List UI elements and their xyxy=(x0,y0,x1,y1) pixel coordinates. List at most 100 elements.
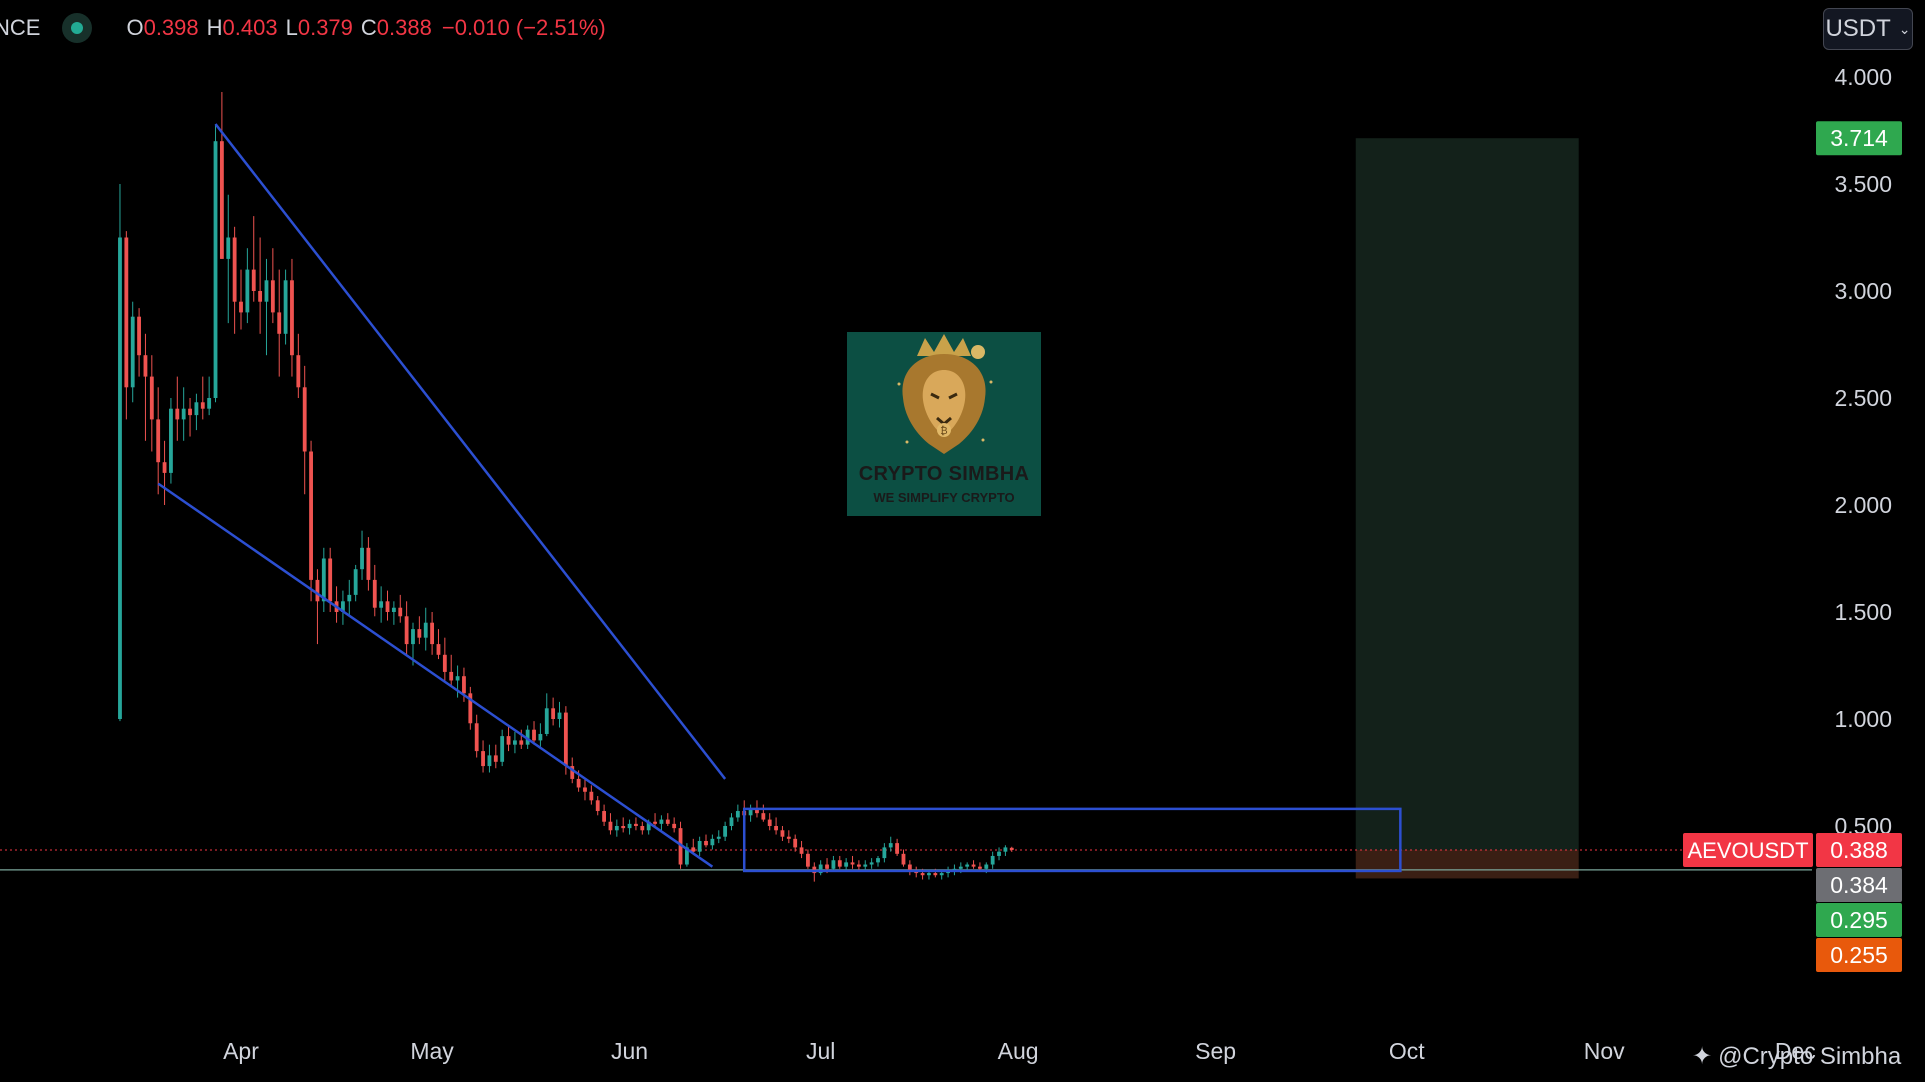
symbol-tag xyxy=(1683,832,1813,867)
candle-body xyxy=(341,601,345,612)
price-tag-label: 0.384 xyxy=(1830,872,1888,898)
close-label: C xyxy=(360,15,377,40)
candle-body xyxy=(984,864,989,869)
high-label: H xyxy=(206,15,223,40)
candle-body xyxy=(474,723,479,752)
candle-body xyxy=(309,451,313,580)
candle-body xyxy=(831,860,836,869)
candle-body xyxy=(232,237,237,302)
candle-body xyxy=(710,838,715,846)
candle-body xyxy=(729,817,734,826)
candle-body xyxy=(213,141,218,398)
candle-body xyxy=(901,853,906,865)
candle-body xyxy=(774,826,778,831)
candle-body xyxy=(621,826,626,829)
logo-subtitle: WE SIMPLIFY CRYPTO xyxy=(873,490,1015,505)
x-tick-label: Dec xyxy=(1775,1038,1816,1064)
candle-body xyxy=(627,823,632,829)
market-status-icon[interactable] xyxy=(62,13,93,43)
stop-zone xyxy=(1355,849,1579,879)
target-zone xyxy=(1355,138,1579,850)
candle-body xyxy=(563,712,568,767)
candle-body xyxy=(200,402,205,409)
candle-body xyxy=(755,808,759,814)
candle-body xyxy=(1003,847,1008,852)
candle-body xyxy=(487,755,492,767)
candle-body xyxy=(449,671,454,681)
candle-body xyxy=(735,811,740,818)
ohlc-legend: NCE O 0.398 H 0.403 L 0.379 C 0.388 −0.010 (… xyxy=(0,10,606,46)
x-tick-label: Sep xyxy=(1195,1038,1236,1064)
candle-body xyxy=(704,840,708,846)
candle-body xyxy=(653,821,657,824)
candle-body xyxy=(684,847,689,865)
tradingview-logo-icon: ✦ xyxy=(1692,1043,1713,1070)
chevron-down-icon: ⌄ xyxy=(1898,20,1911,37)
candle-body xyxy=(506,736,511,745)
price-tag-muted xyxy=(1816,867,1902,902)
candle-body xyxy=(608,821,613,831)
candle-body xyxy=(239,301,243,313)
price-tag-label: 0.255 xyxy=(1830,942,1888,968)
candle-body xyxy=(493,755,498,762)
candle-body xyxy=(665,819,670,824)
x-tick-label: Jun xyxy=(611,1038,648,1064)
candle-body xyxy=(379,601,384,608)
price-tag-label: 0.295 xyxy=(1830,907,1888,933)
candle-body xyxy=(512,740,517,745)
candle-body xyxy=(971,864,976,867)
candle-body xyxy=(328,558,333,602)
candle-body xyxy=(169,408,173,473)
candle-body xyxy=(353,569,358,595)
candle-body xyxy=(818,864,823,874)
candle-body xyxy=(430,622,435,645)
y-tick-label: 2.500 xyxy=(1834,385,1892,411)
candle-body xyxy=(723,826,728,837)
candle-body xyxy=(748,808,753,816)
candle-body xyxy=(130,316,135,388)
y-tick-label: 2.000 xyxy=(1834,492,1892,518)
high-value: 0.403 xyxy=(222,15,278,40)
candle-body xyxy=(385,601,390,612)
candle-body xyxy=(850,862,855,865)
candle-body xyxy=(927,873,931,876)
currency-select[interactable]: USDT ⌄ xyxy=(1823,8,1913,50)
close-value: 0.388 xyxy=(376,15,432,40)
price-tag-stop xyxy=(1816,937,1902,972)
candle-body xyxy=(321,558,326,602)
change-value: −0.010 (−2.51%) xyxy=(441,15,606,40)
lower-trendline xyxy=(157,482,714,868)
candle-body xyxy=(895,843,900,854)
price-tag-target xyxy=(1816,121,1902,156)
candle-body xyxy=(697,840,702,852)
x-tick-label: Jul xyxy=(806,1038,835,1064)
low-value: 0.379 xyxy=(297,15,353,40)
candle-body xyxy=(837,860,842,867)
y-tick-label: 1.000 xyxy=(1834,706,1892,732)
watermark-logo: ₿ CRYPTO SIMBHA WE SIMPLIFY CRYPTO xyxy=(847,332,1041,516)
candle-body xyxy=(442,654,447,672)
candle-body xyxy=(882,847,887,859)
lion-crown-icon: ₿ xyxy=(897,334,993,454)
candle-body xyxy=(525,729,530,745)
range-box xyxy=(742,807,1402,873)
candle-body xyxy=(137,316,141,356)
candle-body xyxy=(455,676,460,681)
x-tick-label: May xyxy=(410,1038,454,1064)
price-tag-target xyxy=(1816,902,1902,937)
candle-body xyxy=(175,408,180,420)
candle-body xyxy=(551,708,556,719)
candle-body xyxy=(156,419,161,463)
author-name: @Crypto Simbha xyxy=(1718,1042,1902,1070)
candle-body xyxy=(869,862,874,865)
upper-trendline xyxy=(214,123,727,780)
candle-body xyxy=(277,312,282,334)
open-label: O xyxy=(126,15,144,40)
candle-body xyxy=(245,269,250,313)
candle-body xyxy=(856,864,861,867)
candle-body xyxy=(226,237,231,259)
candle-body xyxy=(251,269,256,291)
candle-body xyxy=(481,751,485,767)
candle-body xyxy=(544,708,549,734)
